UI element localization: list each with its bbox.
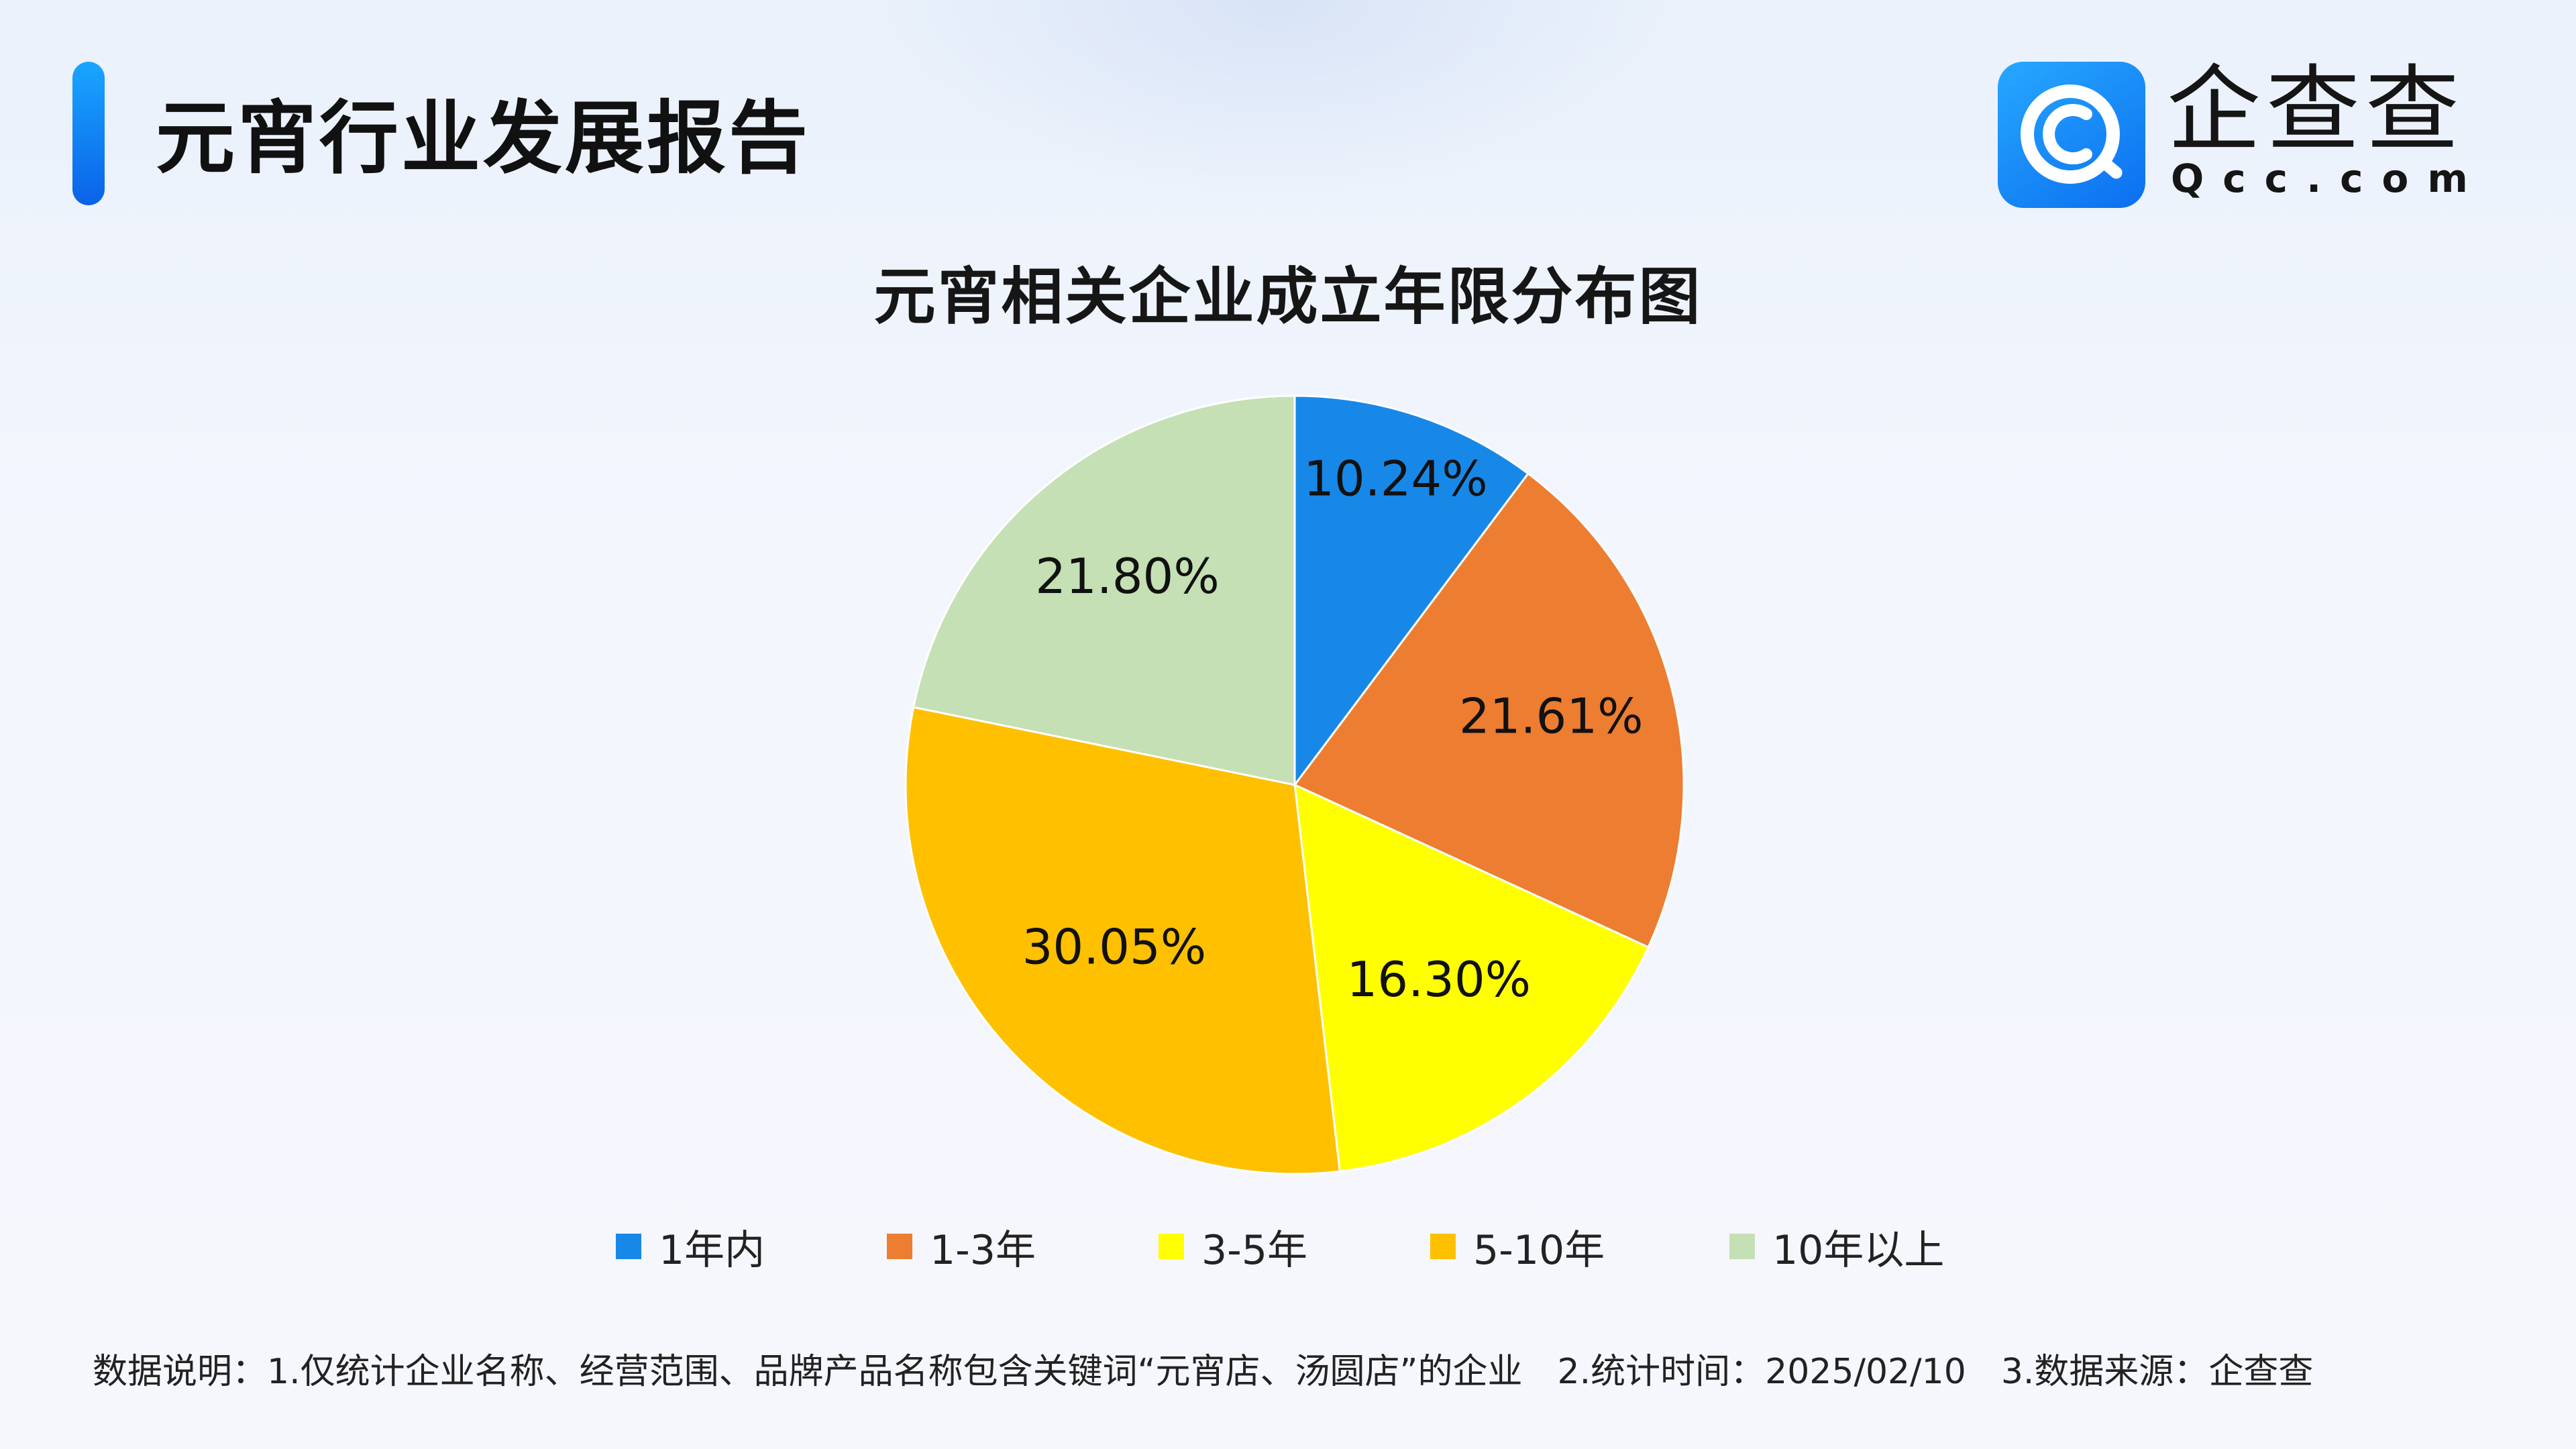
legend-item-1: 1年内 <box>616 1220 765 1274</box>
chart-title: 元宵相关企业成立年限分布图 <box>873 261 1703 333</box>
legend-item-4: 5-10年 <box>1430 1220 1605 1274</box>
pie-slice-label-3: 16.30% <box>1347 951 1532 1008</box>
background-glow <box>872 0 1677 201</box>
legend-label: 1年内 <box>659 1226 765 1274</box>
legend-label: 1-3年 <box>930 1226 1036 1274</box>
pie-chart: 10.24% 21.61% 16.30% 30.05% 21.80% <box>904 394 1685 1175</box>
qcc-logo-icon <box>1998 62 2145 208</box>
pie-slice-4 <box>904 706 1341 1175</box>
brand-domain: Qcc.com <box>2171 156 2487 201</box>
page-title: 元宵行业发展报告 <box>156 92 811 184</box>
pie-slice-label-4: 30.05% <box>1022 919 1207 975</box>
title-accent-bar <box>72 62 105 205</box>
pie-slice-label-2: 21.61% <box>1459 688 1644 745</box>
pie-slice-3 <box>1293 783 1650 1173</box>
legend-label: 3-5年 <box>1201 1226 1307 1274</box>
legend-item-5: 10年以上 <box>1729 1220 1945 1274</box>
pie-slice-label-5: 21.80% <box>1035 548 1220 604</box>
legend-item-3: 3-5年 <box>1159 1220 1307 1274</box>
chart-legend: 1年内 1-3年 3-5年 5-10年 10年以上 <box>0 1220 2576 1274</box>
legend-swatch <box>1729 1234 1755 1259</box>
legend-label: 5-10年 <box>1473 1226 1605 1274</box>
legend-swatch <box>1159 1234 1184 1259</box>
legend-swatch <box>1430 1234 1456 1259</box>
brand-name: 企查查 <box>2167 56 2465 165</box>
pie-slice-label-1: 10.24% <box>1303 450 1488 506</box>
legend-swatch <box>887 1234 912 1259</box>
pie-slice-1 <box>1293 394 1530 788</box>
legend-label: 10年以上 <box>1772 1226 1945 1274</box>
pie-slice-5 <box>912 394 1296 786</box>
data-footnote: 数据说明：1.仅统计企业名称、经营范围、品牌产品名称包含关键词“元宵店、汤圆店”… <box>93 1352 2314 1392</box>
legend-swatch <box>616 1234 641 1259</box>
legend-item-2: 1-3年 <box>887 1220 1036 1274</box>
